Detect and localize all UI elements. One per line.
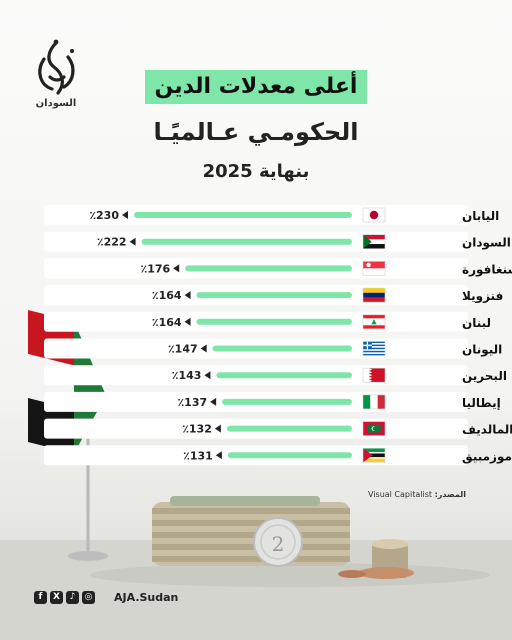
money-stack-decoration: 2 xyxy=(152,496,350,567)
bar-row: ٪164 فنزويلا xyxy=(44,285,503,306)
source-value: Visual Capitalist xyxy=(368,490,433,499)
category-label: السودان xyxy=(462,236,511,251)
bar-row: ٪176 سنغافورة xyxy=(44,258,512,279)
singapore-flag-icon xyxy=(362,261,386,276)
category-label: البحرين xyxy=(462,369,507,383)
bar xyxy=(134,212,352,218)
brand-handle[interactable]: AJA.Sudan xyxy=(114,591,179,604)
bar xyxy=(222,398,352,405)
bar-arrow xyxy=(173,264,180,273)
bar-row: ٪230 اليابان xyxy=(44,205,499,225)
bar-arrow xyxy=(200,344,207,353)
aljazeera-logo xyxy=(38,39,75,95)
social-icons: f X ♪ ◎ xyxy=(34,591,95,604)
table-shadow xyxy=(90,563,490,587)
mozambique-flag-icon xyxy=(362,447,386,463)
coins-decoration xyxy=(338,539,414,579)
value-label: ٪176 xyxy=(140,262,170,275)
sudan-flag-icon xyxy=(362,234,386,249)
source-label: المصدر: xyxy=(434,490,466,499)
bar xyxy=(212,345,352,352)
bar-row: ٪137 إيطاليا xyxy=(44,391,501,412)
category-label: موزمبيق xyxy=(462,449,512,464)
bar xyxy=(227,452,352,459)
value-label: ٪131 xyxy=(183,449,213,462)
coin-number: 2 xyxy=(272,532,285,556)
bar-row: ٪222 السودان xyxy=(44,231,511,252)
category-label: فنزويلا xyxy=(462,289,503,304)
bar-arrow xyxy=(215,451,222,460)
greece-flag-icon xyxy=(362,341,386,356)
lebanon-flag-icon xyxy=(362,314,386,330)
bars-group: ٪230 اليابان ٪222 السودان ٪176 سنغافورة ٪164 فن… xyxy=(44,205,512,466)
category-label: اليابان xyxy=(462,209,499,223)
value-label: ٪137 xyxy=(177,396,207,409)
category-label: سنغافورة xyxy=(462,262,512,277)
value-label: ٪143 xyxy=(172,369,202,382)
value-label: ٪230 xyxy=(89,209,119,222)
value-label: ٪132 xyxy=(182,423,212,436)
bar-arrow xyxy=(214,424,221,433)
bar-row: ٪131 موزمبيق xyxy=(44,445,512,466)
value-label: ٪147 xyxy=(168,343,198,356)
value-label: ٪164 xyxy=(152,316,182,329)
category-label: إيطاليا xyxy=(462,396,501,410)
value-label: ٪164 xyxy=(152,289,182,302)
bar-row: ٪147 اليونان xyxy=(44,338,502,359)
venezuela-flag-icon xyxy=(362,287,386,303)
bar-arrow xyxy=(184,291,191,300)
category-label: اليونان xyxy=(462,343,502,358)
bar-arrow xyxy=(204,371,211,380)
maldives-flag-icon xyxy=(362,421,386,436)
value-label: ٪222 xyxy=(97,236,127,249)
bar xyxy=(216,372,352,379)
category-label: لبنان xyxy=(462,316,491,330)
title-line-1: أعلى معدلات الدين xyxy=(80,70,432,104)
instagram-icon[interactable]: ◎ xyxy=(82,591,95,604)
bar xyxy=(196,292,352,299)
bar-arrow xyxy=(122,211,128,219)
facebook-icon[interactable]: f xyxy=(34,591,47,604)
bar-row: ٪164 لبنان xyxy=(44,311,491,332)
bar xyxy=(226,425,352,432)
bar xyxy=(196,318,352,325)
bar-row: ٪132 المالديف xyxy=(44,418,512,439)
bahrain-flag-icon xyxy=(362,367,386,383)
bar xyxy=(185,265,352,272)
category-label: المالديف xyxy=(462,423,512,437)
title-line-3: بنهاية 2025 xyxy=(202,161,310,182)
title-highlight: أعلى معدلات الدين xyxy=(144,70,368,104)
x-icon[interactable]: X xyxy=(50,591,63,604)
bar xyxy=(141,238,352,245)
title-line-2: الحكومـي عـالميًـا xyxy=(153,118,359,146)
bar-arrow xyxy=(184,317,191,326)
bar-arrow xyxy=(210,397,217,406)
bar-arrow xyxy=(129,237,136,246)
italy-flag-icon xyxy=(362,394,386,410)
brand-name: السودان xyxy=(35,98,77,109)
source-note: المصدر: Visual Capitalist xyxy=(368,490,466,499)
japan-flag-icon xyxy=(362,207,386,223)
tiktok-icon[interactable]: ♪ xyxy=(66,591,79,604)
bar-row: ٪143 البحرين xyxy=(44,365,507,386)
